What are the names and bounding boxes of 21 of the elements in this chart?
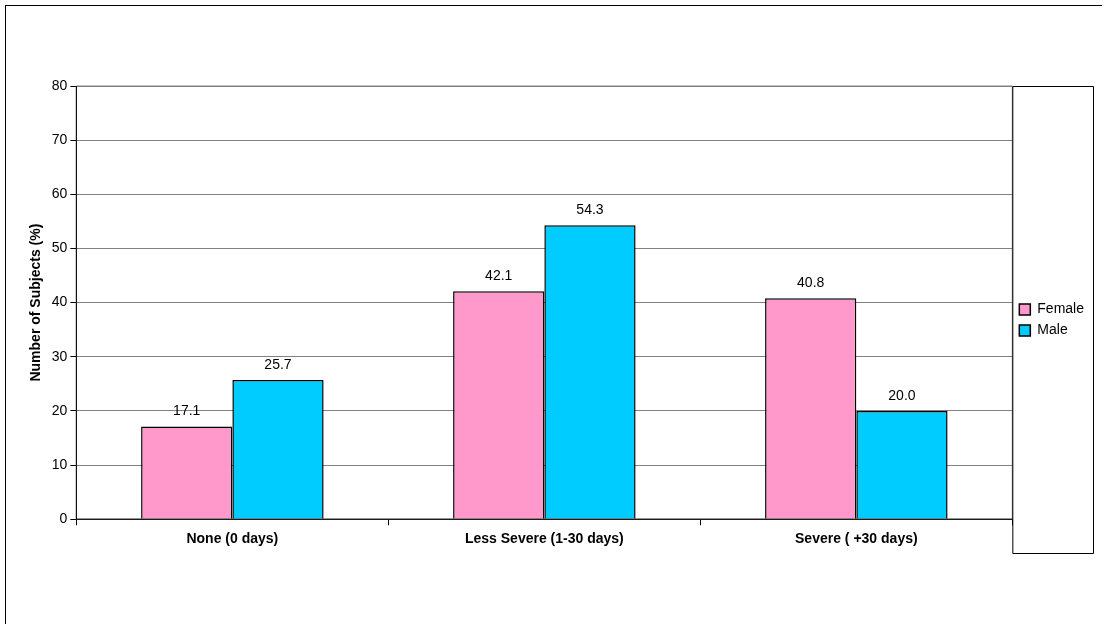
- data-label: 20.0: [888, 386, 916, 403]
- y-tick-label: 70: [51, 131, 68, 148]
- data-label: 54.3: [576, 201, 604, 218]
- y-tick-label: 80: [51, 76, 68, 93]
- y-axis-title: Number of Subjects (%): [27, 223, 44, 382]
- y-tick-label: 40: [51, 293, 68, 310]
- legend-label: Female: [1037, 300, 1085, 317]
- x-tick-label: Severe ( +30 days): [795, 530, 918, 547]
- data-label: 17.1: [173, 402, 201, 419]
- x-tick-label: None (0 days): [186, 530, 279, 547]
- y-tick-label: 20: [51, 401, 68, 418]
- data-label: 25.7: [264, 355, 292, 372]
- y-tick-label: 30: [51, 347, 68, 364]
- data-label: 40.8: [797, 274, 825, 291]
- data-label: 42.1: [485, 267, 513, 284]
- y-tick-label: 50: [51, 239, 68, 256]
- x-tick-label: Less Severe (1-30 days): [464, 530, 624, 547]
- y-tick-label: 60: [51, 185, 68, 202]
- y-tick-label: 10: [51, 455, 68, 472]
- y-tick-label: 0: [59, 510, 68, 527]
- legend-label: Male: [1037, 321, 1068, 338]
